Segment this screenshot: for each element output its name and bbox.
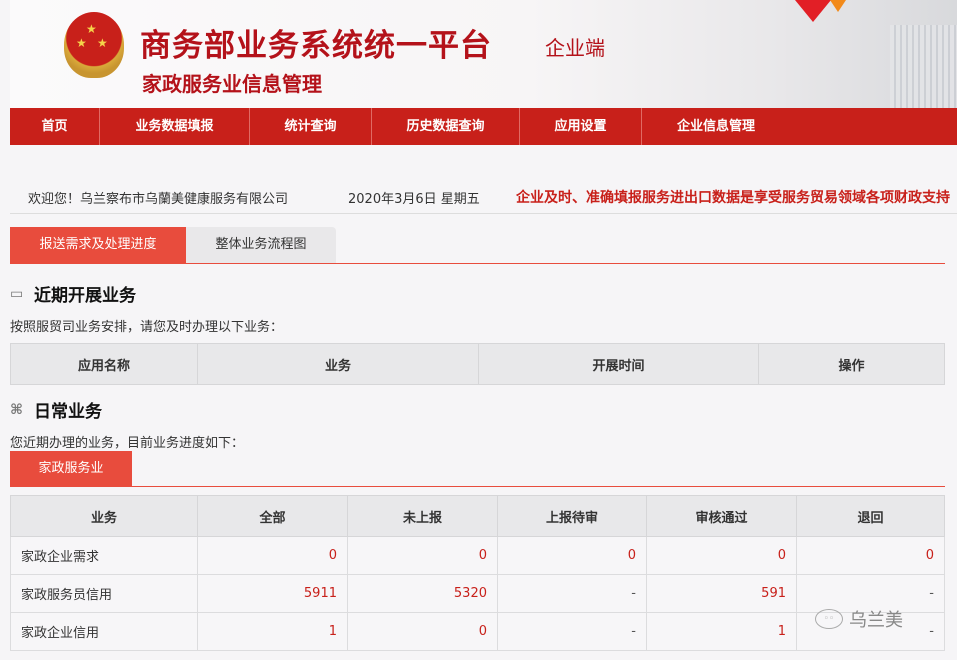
header-banner: ★ ★ ★ (10, 0, 957, 108)
cell-empty: - (497, 612, 647, 651)
watermark-text: 乌兰美 (849, 610, 903, 631)
logo-decoration-small (830, 0, 846, 12)
recent-title-text: 近期开展业务 (34, 286, 136, 306)
col-start-time: 开展时间 (478, 343, 759, 385)
col-returned: 退回 (796, 495, 945, 537)
nav-history[interactable]: 历史数据查询 (372, 108, 520, 145)
tab-progress[interactable]: 报送需求及处理进度 (10, 227, 186, 263)
col-business: 业务 (10, 495, 198, 537)
tab-flowchart[interactable]: 整体业务流程图 (186, 227, 336, 263)
nav-home[interactable]: 首页 (10, 108, 100, 145)
building-image (890, 25, 957, 108)
app-tag: 企业端 (545, 36, 605, 60)
cell-empty: - (497, 574, 647, 613)
row-label: 家政服务员信用 (10, 574, 198, 613)
daily-desc: 您近期办理的业务，目前业务进度如下： (10, 436, 245, 451)
daily-section-title: ⌘ 日常业务 (10, 397, 102, 422)
recent-table: 应用名称 业务 开展时间 操作 (10, 343, 945, 385)
cell-link[interactable]: 0 (347, 612, 498, 651)
tab-bar: 报送需求及处理进度 整体业务流程图 (10, 227, 336, 263)
briefcase-icon: ▭ (10, 285, 24, 302)
recent-section-title: ▭ 近期开展业务 (10, 281, 136, 306)
welcome-text: 欢迎您！乌兰察布市乌蘭美健康服务有限公司 (28, 192, 289, 207)
cell-link[interactable]: 5911 (197, 574, 348, 613)
tab-underline (10, 263, 945, 264)
col-all: 全部 (197, 495, 348, 537)
national-emblem-icon: ★ ★ ★ (64, 12, 124, 78)
nav-data-entry[interactable]: 业务数据填报 (100, 108, 250, 145)
col-approved: 审核通过 (646, 495, 797, 537)
main-nav: 首页 业务数据填报 统计查询 历史数据查询 应用设置 企业信息管理 (10, 108, 957, 145)
table-row: 家政企业信用 1 0 - 1 - (10, 612, 945, 651)
cell-link[interactable]: 1 (197, 612, 348, 651)
col-action: 操作 (758, 343, 945, 385)
col-business: 业务 (197, 343, 479, 385)
cell-link[interactable]: 5320 (347, 574, 498, 613)
cell-link[interactable]: 0 (796, 536, 945, 575)
cell-empty: - (796, 574, 945, 613)
row-label: 家政企业需求 (10, 536, 198, 575)
wechat-icon: ◦◦ (815, 609, 843, 629)
cell-link[interactable]: 0 (497, 536, 647, 575)
table-row: 家政企业需求 0 0 0 0 0 (10, 536, 945, 575)
app-title: 商务部业务系统统一平台 (140, 28, 492, 64)
notice-text[interactable]: 企业及时、准确填报服务进出口数据是享受服务贸易领域各项财政支持 (516, 190, 950, 206)
row-label: 家政企业信用 (10, 612, 198, 651)
daily-title-text: 日常业务 (34, 402, 102, 422)
table-row: 家政服务员信用 5911 5320 - 591 - (10, 574, 945, 613)
daily-table: 业务 全部 未上报 上报待审 审核通过 退回 家政企业需求 0 0 0 0 0 … (10, 495, 945, 651)
subtab-underline (10, 486, 945, 487)
recent-desc: 按照服贸司业务安排，请您及时办理以下业务： (10, 320, 284, 335)
nav-statistics[interactable]: 统计查询 (250, 108, 372, 145)
current-date: 2020年3月6日 星期五 (348, 192, 480, 207)
col-app-name: 应用名称 (10, 343, 198, 385)
watermark: ◦◦ 乌兰美 (815, 606, 903, 632)
nav-company-info[interactable]: 企业信息管理 (676, 119, 755, 134)
cell-link[interactable]: 0 (646, 536, 797, 575)
cell-link[interactable]: 0 (197, 536, 348, 575)
cell-link[interactable]: 0 (347, 536, 498, 575)
org-chart-icon: ⌘ (10, 401, 23, 418)
cell-link[interactable]: 591 (646, 574, 797, 613)
col-unreported: 未上报 (347, 495, 498, 537)
app-subtitle: 家政服务业信息管理 (142, 72, 322, 96)
nav-settings[interactable]: 应用设置 (520, 108, 642, 145)
col-pending: 上报待审 (497, 495, 647, 537)
cell-link[interactable]: 1 (646, 612, 797, 651)
divider (10, 213, 957, 214)
logo-decoration (795, 0, 831, 22)
tab-housekeeping[interactable]: 家政服务业 (10, 451, 132, 486)
